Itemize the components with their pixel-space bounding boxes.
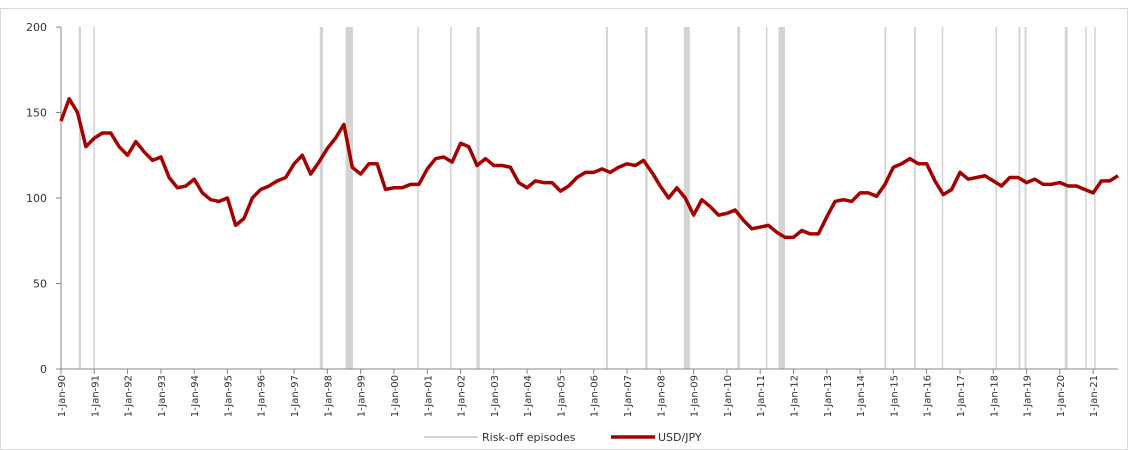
x-tick-label: 1-Jan-91: [90, 375, 101, 417]
risk-off-band: [778, 27, 785, 369]
risk-off-band: [941, 27, 944, 369]
y-tick-label: 100: [26, 192, 47, 205]
y-tick-label: 200: [26, 21, 47, 34]
risk-off-band: [1018, 27, 1021, 369]
x-tick-label: 1-Jan-20: [1056, 375, 1067, 417]
x-tick-label: 1-Jan-96: [257, 375, 268, 417]
x-tick-label: 1-Jan-98: [323, 375, 334, 417]
x-tick-label: 1-Jan-17: [956, 375, 967, 417]
risk-off-band: [884, 27, 887, 369]
risk-off-band: [319, 27, 324, 369]
legend-label: Risk-off episodes: [482, 431, 576, 444]
risk-off-band: [913, 27, 916, 369]
y-tick-label: 150: [26, 107, 47, 120]
x-tick-label: 1-Jan-99: [357, 375, 368, 417]
risk-off-band: [765, 27, 768, 369]
x-tick-label: 1-Jan-02: [457, 375, 468, 417]
risk-off-band: [417, 27, 419, 369]
x-tick-label: 1-Jan-95: [223, 375, 234, 417]
x-tick-label: 1-Jan-93: [157, 375, 168, 417]
risk-off-band: [995, 27, 998, 369]
x-tick-label: 1-Jan-01: [423, 375, 434, 417]
x-tick-label: 1-Jan-04: [523, 375, 534, 417]
risk-off-band: [1085, 27, 1087, 369]
risk-off-band: [450, 27, 452, 369]
x-tick-label: 1-Jan-21: [1089, 375, 1100, 417]
risk-off-band: [78, 27, 81, 369]
risk-off-band: [93, 27, 95, 369]
x-tick-label: 1-Jan-18: [989, 375, 1000, 417]
risk-off-band: [645, 27, 648, 369]
x-tick-label: 1-Jan-00: [390, 375, 401, 417]
risk-off-band: [345, 27, 353, 369]
risk-off-band: [1064, 27, 1068, 369]
x-tick-label: 1-Jan-90: [57, 375, 68, 417]
y-tick-label: 50: [33, 278, 47, 291]
risk-off-band: [476, 27, 480, 369]
x-tick-label: 1-Jan-19: [1023, 375, 1034, 417]
x-tick-label: 1-Jan-03: [490, 375, 501, 417]
x-tick-label: 1-Jan-12: [789, 375, 800, 417]
risk-off-band: [737, 27, 741, 369]
risk-off-band: [1094, 27, 1096, 369]
x-tick-label: 1-Jan-08: [656, 375, 667, 417]
x-tick-label: 1-Jan-92: [124, 375, 135, 417]
x-tick-label: 1-Jan-09: [690, 375, 701, 417]
x-tick-label: 1-Jan-05: [556, 375, 567, 417]
risk-off-band: [605, 27, 608, 369]
risk-off-band: [1024, 27, 1027, 369]
x-tick-label: 1-Jan-16: [923, 375, 934, 417]
x-tick-label: 1-Jan-06: [590, 375, 601, 417]
x-tick-label: 1-Jan-97: [290, 375, 301, 417]
line: [59, 97, 1119, 240]
x-tick-label: 1-Jan-10: [723, 375, 734, 417]
legend-label: USD/JPY: [658, 431, 702, 444]
x-tick-label: 1-Jan-07: [623, 375, 634, 417]
y-tick-label: 0: [40, 363, 47, 376]
x-tick-label: 1-Jan-14: [856, 375, 867, 417]
x-tick-label: 1-Jan-13: [823, 375, 834, 417]
x-tick-label: 1-Jan-94: [190, 375, 201, 417]
x-tick-label: 1-Jan-11: [756, 375, 767, 417]
x-tick-label: 1-Jan-15: [889, 375, 900, 417]
